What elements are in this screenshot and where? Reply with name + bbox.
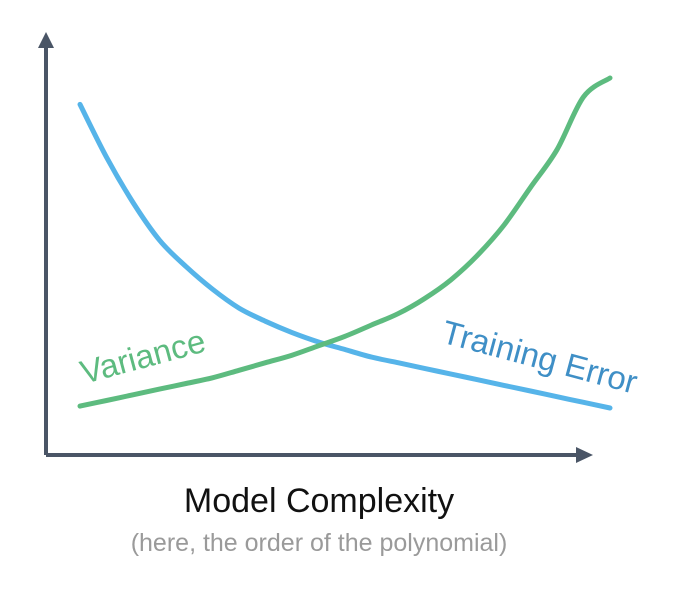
y-axis-arrow xyxy=(38,32,54,48)
training-error-curve xyxy=(77,101,613,411)
variance-curve xyxy=(77,75,613,409)
training-error-label: Training Error xyxy=(438,313,641,401)
x-axis-arrow xyxy=(576,447,593,463)
x-axis-title: Model Complexity xyxy=(184,482,454,520)
axes xyxy=(38,32,593,463)
x-axis-subtitle: (here, the order of the polynomial) xyxy=(131,529,508,557)
